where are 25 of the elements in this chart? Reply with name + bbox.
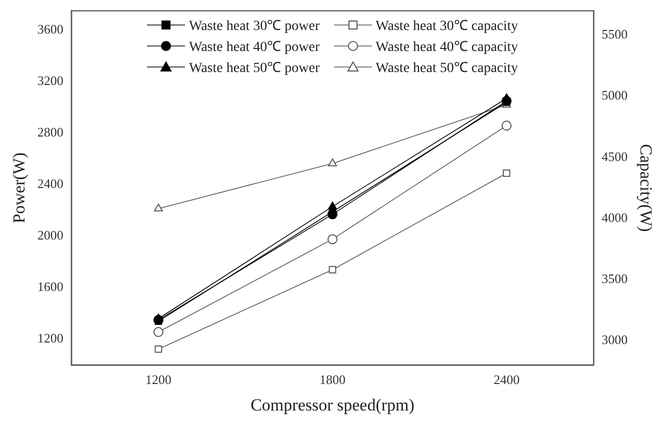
legend-label: Waste heat 30℃ capacity xyxy=(376,18,518,35)
y-tick-label: 2000 xyxy=(37,228,64,243)
y-tick-label: 3600 xyxy=(37,22,64,37)
x-tick-label: 2400 xyxy=(494,372,520,388)
y-tick-label: 2400 xyxy=(37,176,64,192)
y-tick-label: 3200 xyxy=(37,73,64,88)
legend-label: Waste heat 50℃ power xyxy=(189,60,320,77)
y2-tick-label: 4500 xyxy=(602,148,628,164)
y2-axis-title: Capacity(W) xyxy=(636,144,656,232)
y2-tick-label: 4000 xyxy=(602,210,628,225)
y-axis-title: Power(W) xyxy=(10,152,29,224)
legend-label: Waste heat 50℃ capacity xyxy=(376,60,518,77)
x-tick-label: 1800 xyxy=(320,372,346,388)
y2-tick-label: 5000 xyxy=(602,88,628,103)
legend-label: Waste heat 40℃ power xyxy=(189,38,320,56)
y2-tick-label: 3000 xyxy=(602,332,628,347)
y-tick-label: 1200 xyxy=(37,330,64,346)
x-tick-label: 1200 xyxy=(145,372,172,388)
x-axis-title: Compressor speed(rpm) xyxy=(250,395,414,414)
legend-label: Waste heat 40℃ capacity xyxy=(376,38,518,56)
y-tick-label: 1600 xyxy=(37,279,64,294)
legend-label: Waste heat 30℃ power xyxy=(189,18,320,35)
y2-tick-label: 5500 xyxy=(602,26,628,42)
y-tick-label: 2800 xyxy=(37,124,64,140)
y2-tick-label: 3500 xyxy=(602,270,628,286)
